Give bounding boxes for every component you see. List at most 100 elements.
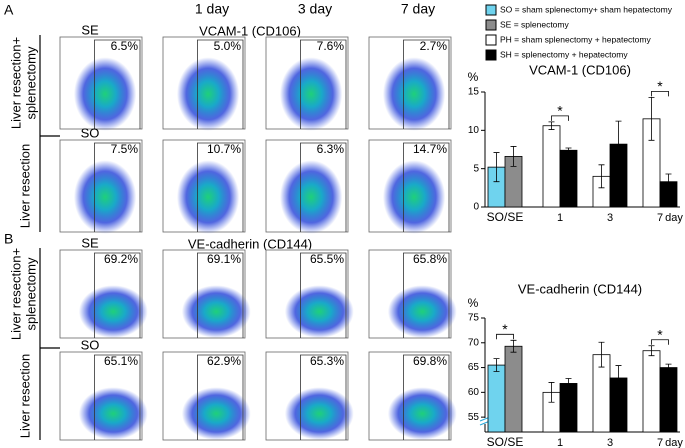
x-tick-label: 7 bbox=[657, 212, 663, 224]
y-axis-label: % bbox=[468, 70, 479, 84]
column-header: 3 day bbox=[298, 1, 332, 17]
significance-bracket bbox=[651, 339, 669, 345]
y-tick-label: 65 bbox=[468, 362, 480, 373]
gate-percent: 10.7% bbox=[207, 142, 241, 156]
gate-percent: 65.1% bbox=[104, 354, 138, 368]
cell-cloud bbox=[387, 387, 457, 440]
significance-bracket bbox=[551, 115, 569, 121]
marker-label: VE-cadherin (CD144) bbox=[188, 236, 312, 251]
y-tick-label: 55 bbox=[468, 412, 480, 423]
gate bbox=[94, 354, 141, 440]
error-bar bbox=[648, 96, 655, 141]
gate bbox=[403, 39, 450, 129]
gate bbox=[300, 354, 347, 440]
error-bar bbox=[510, 146, 517, 167]
cell-cloud bbox=[78, 285, 148, 338]
panel-label: A bbox=[4, 2, 14, 18]
control-label: SO bbox=[81, 337, 100, 352]
error-bar bbox=[493, 358, 500, 372]
gate bbox=[403, 142, 450, 232]
bar bbox=[559, 149, 578, 208]
bar bbox=[487, 364, 506, 433]
x-tick-label: 7 bbox=[657, 437, 663, 448]
gate-percent: 69.1% bbox=[207, 252, 241, 266]
gate-percent: 7.6% bbox=[317, 39, 345, 53]
row-label: Liver resection+ bbox=[8, 37, 23, 129]
bar bbox=[504, 345, 523, 433]
significance-star: * bbox=[557, 103, 563, 119]
cell-cloud bbox=[382, 160, 446, 234]
gate-percent: 65.5% bbox=[310, 252, 344, 266]
legend-swatch bbox=[485, 4, 497, 16]
gate-percent: 69.8% bbox=[413, 354, 447, 368]
row-label: Liver resection bbox=[17, 144, 32, 229]
x-tick-label: SO/SE bbox=[487, 435, 524, 448]
x-tick-label: 3 bbox=[607, 437, 613, 448]
gate-percent: 2.7% bbox=[420, 39, 448, 53]
error-bar bbox=[565, 147, 572, 153]
gate-percent: 14.7% bbox=[413, 142, 447, 156]
x-axis-label: day bbox=[665, 437, 683, 448]
legend-label: SE = splenectomy bbox=[500, 19, 569, 29]
row-label: Liver resection bbox=[17, 354, 32, 439]
cell-cloud bbox=[284, 387, 354, 440]
row-label: splenectomy bbox=[23, 46, 38, 119]
gate-percent: 69.2% bbox=[104, 252, 138, 266]
legend-label: SO = sham splenectomy+ sham hepatectomy bbox=[500, 4, 673, 14]
x-tick-label: 1 bbox=[557, 212, 563, 224]
gate bbox=[94, 142, 141, 232]
cell-cloud bbox=[387, 285, 457, 338]
cell-cloud bbox=[181, 387, 251, 440]
control-label: SE bbox=[81, 22, 99, 37]
cell-cloud bbox=[176, 57, 240, 131]
bar bbox=[559, 383, 578, 433]
gate-percent: 65.8% bbox=[413, 252, 447, 266]
bar bbox=[642, 350, 661, 433]
error-bar bbox=[598, 341, 605, 368]
legend-swatch bbox=[485, 19, 497, 31]
chart-title: VCAM-1 (CD106) bbox=[529, 62, 631, 77]
y-tick-label: 60 bbox=[468, 387, 480, 398]
error-bar bbox=[565, 378, 572, 389]
control-label: SO bbox=[81, 125, 100, 140]
significance-star: * bbox=[657, 78, 663, 94]
significance-star: * bbox=[657, 326, 663, 342]
gate bbox=[197, 354, 244, 440]
gate bbox=[94, 252, 141, 338]
error-bar bbox=[493, 152, 500, 183]
legend-swatch bbox=[485, 49, 497, 61]
column-header: 1 day bbox=[195, 1, 229, 17]
gate-percent: 7.5% bbox=[111, 142, 139, 156]
error-bar bbox=[648, 345, 655, 357]
error-bar bbox=[548, 382, 555, 403]
row-label: splenectomy bbox=[23, 257, 38, 330]
gate bbox=[197, 252, 244, 338]
marker-label: VCAM-1 (CD106) bbox=[199, 23, 301, 38]
cell-cloud bbox=[78, 387, 148, 440]
cell-cloud bbox=[181, 285, 251, 338]
x-tick-label: 1 bbox=[557, 437, 563, 448]
significance-bracket bbox=[496, 333, 514, 340]
bar bbox=[659, 367, 678, 433]
y-axis-label: % bbox=[468, 296, 479, 310]
axis-break-gap bbox=[481, 418, 489, 424]
y-tick-label: 0 bbox=[473, 202, 479, 213]
gate bbox=[300, 39, 347, 129]
cell-cloud bbox=[284, 285, 354, 338]
error-bar bbox=[665, 363, 672, 372]
gate bbox=[403, 252, 450, 338]
panel-label: B bbox=[4, 231, 13, 247]
legend-label: SH = splenectomy + hepatectomy bbox=[500, 49, 628, 59]
gate bbox=[197, 142, 244, 232]
y-tick-label: 70 bbox=[468, 337, 480, 348]
y-tick-label: 10 bbox=[468, 125, 480, 136]
gate bbox=[403, 354, 450, 440]
control-label: SE bbox=[81, 235, 99, 250]
row-label: Liver resection+ bbox=[8, 248, 23, 340]
gate bbox=[300, 142, 347, 232]
y-tick-label: 75 bbox=[468, 313, 480, 324]
gate bbox=[94, 39, 141, 129]
error-bar bbox=[510, 339, 517, 353]
gate-percent: 6.3% bbox=[317, 142, 345, 156]
